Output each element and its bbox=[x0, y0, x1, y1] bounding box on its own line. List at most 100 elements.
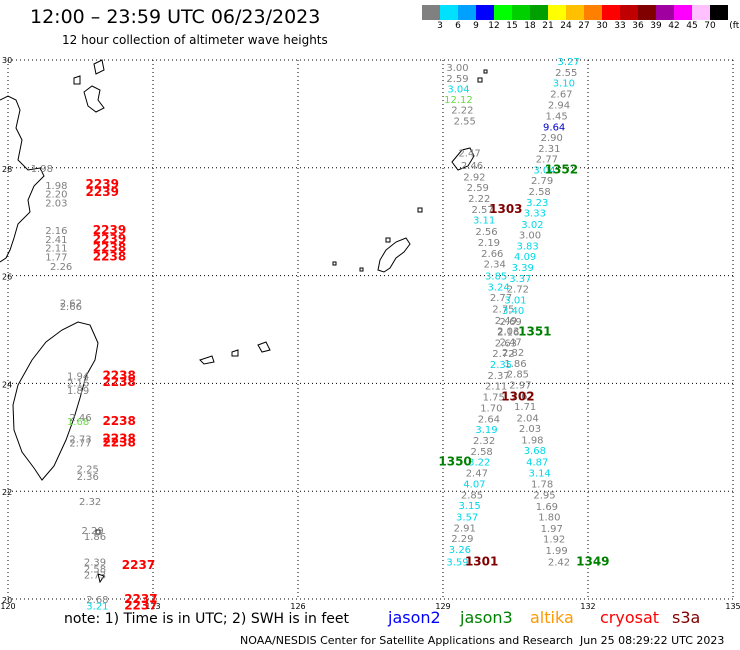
wave-height-value: 2.39 bbox=[84, 557, 106, 568]
wave-height-value: 3.68 bbox=[524, 446, 546, 457]
wave-height-value: 2.67 bbox=[550, 89, 572, 100]
legend-swatch bbox=[494, 5, 512, 20]
wave-height-value: 3.19 bbox=[475, 425, 497, 436]
legend-tick-label: 12 bbox=[488, 21, 500, 31]
wave-height-value: 2.79 bbox=[531, 176, 553, 187]
wave-height-value: 2.41 bbox=[45, 235, 67, 246]
legend-swatch bbox=[458, 5, 476, 20]
wave-height-value: 2.29 bbox=[81, 526, 103, 537]
legend-swatch bbox=[692, 5, 710, 20]
wave-height-value: 2.11 bbox=[485, 382, 507, 393]
wave-height-value: 3.24 bbox=[487, 282, 509, 293]
footer-note: note: 1) Time is in UTC; 2) SWH is in fe… bbox=[64, 611, 350, 627]
wave-height-value: 2.66 bbox=[60, 302, 82, 313]
okinawa-island bbox=[377, 237, 411, 273]
lon-label: 123 bbox=[145, 602, 160, 611]
wave-height-value: 1.86 bbox=[504, 359, 526, 370]
lat-label: 28 bbox=[2, 165, 12, 174]
wave-height-value: 3.26 bbox=[449, 545, 471, 556]
legend-swatch bbox=[620, 5, 638, 20]
wave-height-value: 2.42 bbox=[548, 557, 570, 568]
pass-time-label: 1349 bbox=[576, 554, 609, 568]
wave-height-value: 2.94 bbox=[548, 101, 570, 112]
wave-height-value: 3.23 bbox=[526, 198, 548, 209]
wave-height-value: 2.55 bbox=[555, 68, 577, 79]
wave-height-value: 2.32 bbox=[79, 497, 101, 508]
satellite-label-cryosat: cryosat bbox=[600, 608, 660, 627]
wave-height-value: 2.85 bbox=[461, 490, 483, 501]
wave-height-value: 2.16 bbox=[67, 378, 89, 389]
footer-generated: Jun 25 08:29:22 UTC 2023 bbox=[580, 634, 725, 647]
wave-height-value: 2.32 bbox=[473, 436, 495, 447]
legend-swatch bbox=[422, 5, 440, 20]
wave-height-value: 2.58 bbox=[84, 564, 106, 575]
wave-height-value: 2.92 bbox=[463, 172, 485, 183]
wave-height-value: 2.03 bbox=[497, 327, 519, 338]
wave-height-value: 1.98 bbox=[521, 435, 543, 446]
legend-swatch bbox=[548, 5, 566, 20]
wave-height-value: 1.71 bbox=[514, 402, 536, 413]
legend-tick-label: 21 bbox=[542, 21, 554, 31]
pass-time-label: 2239 bbox=[86, 185, 119, 199]
wave-height-value: 2.16 bbox=[45, 226, 67, 237]
wave-height-value: 2.58 bbox=[471, 447, 493, 458]
footer-credit: NOAA/NESDIS Center for Satellite Applica… bbox=[240, 634, 574, 647]
wave-height-value: 3.37 bbox=[509, 274, 531, 285]
wave-height-value: 2.66 bbox=[481, 249, 503, 260]
legend-unit: (ft) bbox=[729, 21, 740, 31]
wave-height-value: 2.90 bbox=[541, 133, 563, 144]
coastlines bbox=[0, 59, 488, 584]
wave-height-value: 3.04 bbox=[447, 85, 469, 96]
map-grid bbox=[7, 59, 734, 600]
wave-height-value: 2.64 bbox=[478, 414, 500, 425]
satellite-label-s3a: s3a bbox=[672, 608, 701, 627]
wave-height-value: 3.33 bbox=[524, 209, 546, 220]
wave-height-value: 2.55 bbox=[454, 116, 476, 127]
legend-swatch bbox=[476, 5, 494, 20]
wave-height-value: 2.72 bbox=[492, 349, 514, 360]
wave-height-value: 1.98 bbox=[45, 181, 67, 192]
pass-time-label: 1302 bbox=[501, 389, 534, 403]
pass-time-label: 1301 bbox=[465, 554, 498, 568]
wave-height-value: 2.11 bbox=[45, 244, 67, 255]
wave-height-value: 1.99 bbox=[545, 546, 567, 557]
lon-label: 120 bbox=[0, 602, 15, 611]
lat-label: 22 bbox=[2, 488, 12, 497]
taiwan-coastline bbox=[12, 321, 99, 481]
wave-height-value: 2.31 bbox=[538, 144, 560, 155]
wave-height-value: 2.20 bbox=[45, 190, 67, 201]
legend-swatch bbox=[530, 5, 548, 20]
legend-tick-label: 36 bbox=[632, 21, 644, 31]
pass-time-label: 1351 bbox=[518, 325, 551, 339]
legend-tick-label: 45 bbox=[686, 21, 698, 31]
wave-height-value: 3.22 bbox=[468, 458, 490, 469]
wave-height-value: 3.02 bbox=[521, 220, 543, 231]
satellite-label-jason3: jason3 bbox=[460, 608, 513, 627]
wave-height-value: 2.47 bbox=[466, 468, 488, 479]
wave-height-value: 3.15 bbox=[458, 501, 480, 512]
pass-time-label: 2238 bbox=[102, 375, 135, 389]
wave-height-value: 2.59 bbox=[446, 74, 468, 85]
observations: 3.002.593.0412.122.222.552.472.462.922.5… bbox=[31, 57, 610, 612]
wave-height-value: 2.75 bbox=[492, 304, 514, 315]
wave-height-value: 2.95 bbox=[533, 490, 555, 501]
zhoushan-islands bbox=[73, 59, 105, 113]
legend-tick-label: 33 bbox=[614, 21, 626, 31]
wave-height-value: 3.40 bbox=[502, 306, 524, 317]
pass-time-label: 2239 bbox=[93, 232, 126, 246]
legend-swatch bbox=[674, 5, 692, 20]
wave-height-value: 3.57 bbox=[456, 513, 478, 524]
wave-height-value: 3.00 bbox=[519, 231, 541, 242]
legend-swatch bbox=[440, 5, 458, 20]
wave-height-value: 9.64 bbox=[543, 122, 565, 133]
wave-height-value: 2.46 bbox=[461, 161, 483, 172]
wave-height-value: 12.12 bbox=[444, 95, 473, 106]
wave-height-value: 2.36 bbox=[77, 472, 99, 483]
wave-height-value: 2.67 bbox=[512, 391, 534, 402]
china-coastline bbox=[0, 95, 45, 263]
wave-height-value: 3.39 bbox=[512, 263, 534, 274]
wave-height-value: 2.29 bbox=[451, 534, 473, 545]
legend-swatch bbox=[584, 5, 602, 20]
